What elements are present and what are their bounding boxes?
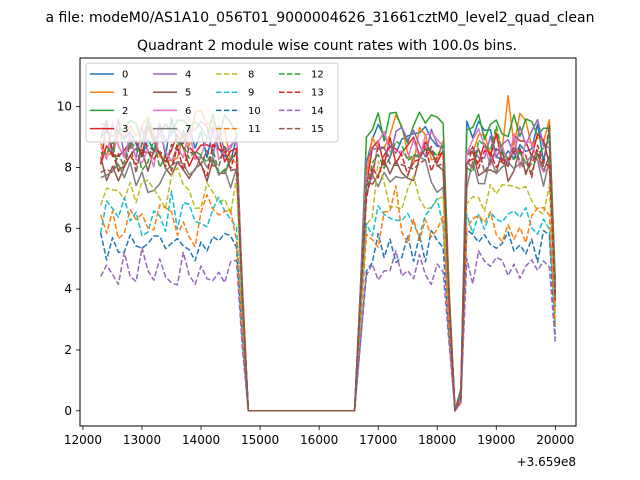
legend-label-3: 3 <box>122 124 128 135</box>
x-tick-label: 17000 <box>359 433 397 447</box>
y-tick-label: 10 <box>57 100 72 114</box>
series-line-15 <box>100 123 557 412</box>
series-line-8 <box>99 160 557 412</box>
legend-label-12: 12 <box>311 70 324 81</box>
legend-label-7: 7 <box>185 124 191 135</box>
y-tick-label: 8 <box>64 160 72 174</box>
chart-title: Quadrant 2 module wise count rates with … <box>137 38 517 54</box>
x-tick-label: 19000 <box>477 433 515 447</box>
legend-box <box>85 62 339 143</box>
legend-label-9: 9 <box>248 88 254 99</box>
plot-frame <box>79 57 577 427</box>
legend-label-14: 14 <box>311 106 324 117</box>
legend-label-13: 13 <box>311 88 324 99</box>
figure-suptitle: a file: modeM0/AS1A10_056T01_9000004626_… <box>46 10 595 26</box>
legend-label-11: 11 <box>248 124 261 135</box>
x-tick-label: 20000 <box>536 433 574 447</box>
legend-label-15: 15 <box>311 124 324 135</box>
x-tick-label: 18000 <box>418 433 456 447</box>
x-tick-label: 13000 <box>123 433 161 447</box>
x-tick-label: 12000 <box>64 433 102 447</box>
x-tick-label: 14000 <box>182 433 220 447</box>
legend-label-2: 2 <box>122 106 128 117</box>
y-tick-label: 0 <box>64 404 72 418</box>
y-axis: 0 2 4 6 8 10 <box>57 100 80 418</box>
legend-label-4: 4 <box>185 70 191 81</box>
y-tick-label: 4 <box>64 282 72 296</box>
x-axis-offset-label: +3.659e8 <box>517 455 576 469</box>
legend-label-10: 10 <box>248 106 261 117</box>
legend-label-6: 6 <box>185 106 191 117</box>
x-tick-label: 16000 <box>300 433 338 447</box>
legend-label-5: 5 <box>185 88 191 99</box>
y-tick-label: 6 <box>64 221 72 235</box>
y-tick-label: 2 <box>64 343 72 357</box>
x-axis: 12000 13000 14000 15000 16000 17000 18000 19000… <box>64 426 574 447</box>
legend-label-8: 8 <box>248 70 254 81</box>
legend-label-1: 1 <box>122 88 128 99</box>
x-tick-label: 15000 <box>241 433 279 447</box>
legend-label-0: 0 <box>122 70 128 81</box>
